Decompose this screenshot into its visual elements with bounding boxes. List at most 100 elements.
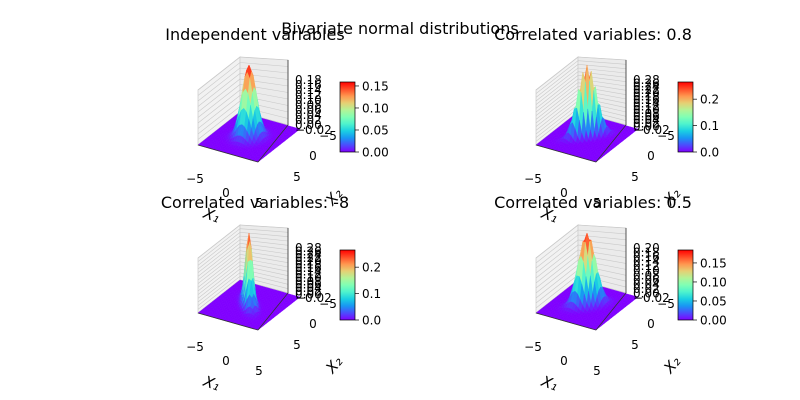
y-tick-label: −5 [319, 129, 337, 143]
z-gridline [197, 232, 289, 266]
z-tick-label: 0.08 [295, 98, 322, 112]
y-tick-label: −5 [657, 297, 675, 311]
z-gridline [197, 95, 289, 129]
z-gridline [535, 239, 627, 274]
z-gridline [535, 67, 627, 102]
y-tick-label: −5 [319, 297, 337, 311]
z-tick-label: 0.02 [633, 116, 660, 130]
z-tick-label: 0.12 [633, 259, 660, 273]
z-tick-label: 0.10 [295, 271, 322, 285]
z-gridline [535, 234, 627, 269]
z-gridline [535, 75, 627, 109]
z-tick-label: 0.00 [633, 286, 660, 300]
z-gridline [197, 265, 289, 299]
y-tick-label: 0 [647, 317, 655, 331]
z-tick-label: 0.20 [295, 254, 322, 268]
x-tick-label: 5 [593, 364, 601, 378]
z-gridline [197, 67, 289, 102]
z-gridline [197, 268, 289, 303]
y-tick-label: 0 [647, 149, 655, 163]
z-gridline [197, 62, 289, 96]
x-axis-line [535, 312, 597, 331]
z-gridline [197, 73, 289, 107]
z-tick-label: 0.00 [295, 118, 322, 132]
z-gridline [535, 249, 627, 284]
colorbar-tick-label: 0.10 [700, 275, 727, 289]
z-ticks: −0.020.000.020.040.060.080.100.120.140.1… [633, 73, 670, 137]
z-gridline [197, 257, 289, 292]
figure-title: Bivariate normal distributions [281, 19, 518, 38]
z-gridline [197, 84, 289, 118]
x-tick-label: 0 [222, 186, 230, 200]
x-tick-label: 0 [560, 186, 568, 200]
colorbar-tick-label: 0.0 [700, 146, 719, 160]
z-gridline [535, 259, 627, 294]
z-tick-label: 0.22 [633, 83, 660, 97]
z-tick-label: 0.12 [633, 100, 660, 114]
z-gridline [535, 78, 627, 113]
x-axis-line [535, 144, 597, 163]
z-tick-label: 0.18 [633, 246, 660, 260]
z-tick-label: 0.20 [633, 241, 660, 255]
z-tick-label: 0.26 [633, 76, 660, 90]
colorbar-tick-label: 0.1 [362, 287, 381, 301]
z-tick-label: 0.14 [295, 83, 322, 97]
z-tick-label: 0.14 [295, 264, 322, 278]
z-gridline [197, 235, 289, 270]
y-tick-label: 5 [631, 338, 639, 352]
colorbar-gradient [339, 249, 356, 321]
z-tick-label: 0.18 [633, 90, 660, 104]
x-tick-label: −5 [186, 172, 204, 186]
x-tick-label: 5 [255, 364, 263, 378]
z-tick-label: 0.00 [633, 120, 660, 134]
x-tick-label: 5 [593, 196, 601, 210]
colorbar: 0.0 0.1 0.2 [339, 249, 381, 328]
z-tick-label: 0.16 [633, 250, 660, 264]
z-tick-label: 0.18 [295, 258, 322, 272]
z-gridline [535, 254, 627, 289]
colorbar: 0.00 0.05 0.10 0.15 [677, 249, 727, 328]
subplot-2: −50550−5X₁X₂−0.020.000.020.040.060.080.1… [494, 25, 719, 227]
z-tick-label: 0.08 [295, 274, 322, 288]
z-gridline [197, 250, 289, 284]
colorbar-tick-label: 0.15 [362, 79, 389, 93]
z-tick-label: 0.20 [633, 86, 660, 100]
z-gridline [197, 246, 289, 281]
z-tick-label: 0.14 [633, 96, 660, 110]
z-tick-label: 0.04 [295, 108, 322, 122]
y-axis-label: X₂ [659, 353, 684, 378]
z-tick-label: 0.10 [633, 103, 660, 117]
z-tick-label: −0.02 [633, 123, 670, 137]
colorbar-tick-label: 0.1 [700, 119, 719, 133]
colorbar-tick-label: 0.00 [362, 146, 389, 160]
colorbar-tick-label: 0.2 [700, 93, 719, 107]
z-ticks: −0.020.000.020.040.060.080.100.120.140.1… [295, 73, 332, 137]
subplot-title: Independent variables [165, 25, 344, 44]
y-tick-label: 0 [309, 317, 317, 331]
subplot-3: −50550−5X₁X₂−0.020.000.020.040.060.080.1… [161, 193, 381, 395]
z-tick-label: 0.08 [633, 106, 660, 120]
x-tick-label: 0 [222, 354, 230, 368]
y-tick-label: 0 [309, 149, 317, 163]
z-ticks: −0.020.000.020.040.060.080.100.120.140.1… [633, 241, 670, 305]
colorbar-gradient [677, 81, 694, 153]
z-tick-label: 0.00 [295, 288, 322, 302]
z-gridline [197, 261, 289, 295]
colorbar-gradient [339, 81, 356, 153]
z-tick-label: 0.12 [295, 88, 322, 102]
y-tick-label: 5 [293, 170, 301, 184]
z-tick-label: 0.28 [633, 73, 660, 87]
z-tick-label: −0.02 [295, 291, 332, 305]
x-axis-label: X₁ [200, 204, 222, 227]
colorbar-tick-label: 0.00 [700, 314, 727, 328]
z-tick-label: 0.06 [633, 273, 660, 287]
z-tick-label: 0.26 [295, 244, 322, 258]
x-axis-label: X₁ [538, 204, 560, 227]
z-gridline [197, 224, 289, 259]
z-tick-label: 0.10 [633, 264, 660, 278]
z-gridline [197, 243, 289, 277]
colorbar-tick-label: 0.2 [362, 261, 381, 275]
subplot-title: Correlated variables: -8 [161, 193, 349, 212]
z-tick-label: 0.16 [295, 78, 322, 92]
